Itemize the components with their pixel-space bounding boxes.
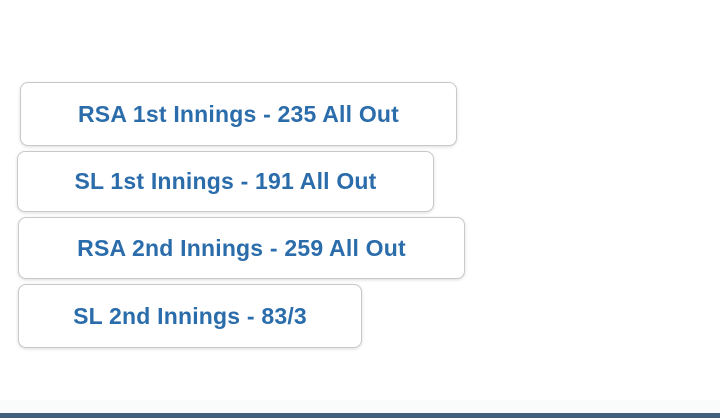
footer-light-strip xyxy=(0,400,720,413)
innings-button-sl-1st[interactable]: SL 1st Innings - 191 All Out xyxy=(17,151,434,212)
innings-button-label: SL 1st Innings - 191 All Out xyxy=(74,168,377,194)
footer-bottom-bar xyxy=(0,413,720,418)
innings-button-label: RSA 2nd Innings - 259 All Out xyxy=(77,234,406,261)
innings-button-label: SL 2nd Innings - 83/3 xyxy=(73,302,307,329)
innings-button-label: RSA 1st Innings - 235 All Out xyxy=(77,100,400,127)
innings-button-rsa-2nd[interactable]: RSA 2nd Innings - 259 All Out xyxy=(18,217,465,279)
innings-button-sl-2nd[interactable]: SL 2nd Innings - 83/3 xyxy=(18,284,362,348)
innings-button-rsa-1st[interactable]: RSA 1st Innings - 235 All Out xyxy=(20,82,457,146)
